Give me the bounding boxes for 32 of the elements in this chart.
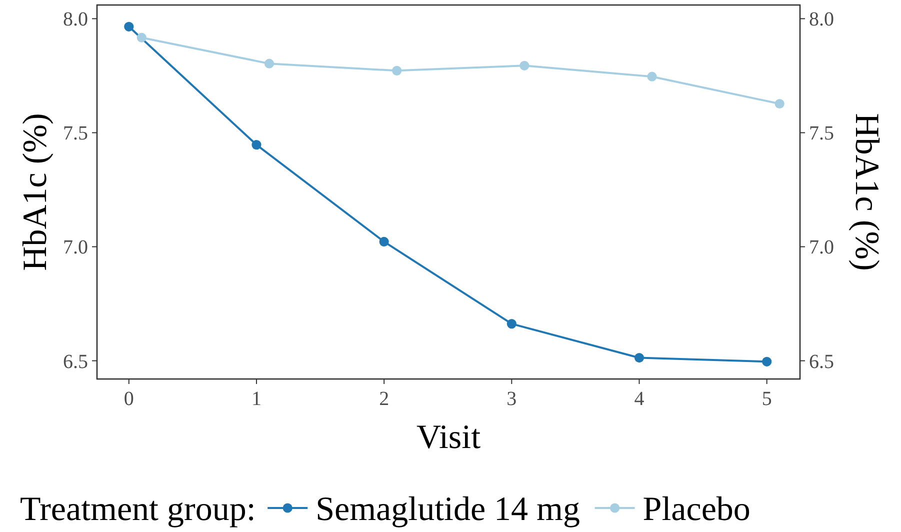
point [634,352,644,363]
point [379,236,389,247]
point [762,356,772,366]
y2-tick-label: 8.0 [809,8,834,31]
y-tick-label: 7.0 [63,236,88,259]
x-tick-label: 4 [634,388,644,410]
y-axis-title: HbA1c (%) [17,113,54,271]
point [647,72,657,82]
point [264,58,274,68]
point [774,98,784,109]
point [520,60,530,70]
y-tick-label: 7.5 [63,122,88,145]
x-axis-title: Visit [416,419,482,456]
y-tick-label: 6.5 [63,350,88,373]
y-tick-label: 8.0 [63,8,88,31]
y2-tick-label: 7.5 [809,122,834,145]
x-tick-label: 0 [124,388,134,410]
x-tick-label: 3 [506,388,517,410]
y2-tick-label: 6.5 [809,350,834,373]
point [124,22,134,32]
y2-axis-title: HbA1c (%) [848,113,885,271]
y2-tick-label: 7.0 [809,236,834,259]
x-tick-label: 2 [379,388,390,410]
legend-title: Treatment group: [20,491,256,528]
legend-label: Placebo [642,491,750,528]
x-tick-label: 1 [251,388,262,410]
point [392,66,402,76]
x-tick-label: 5 [762,388,772,410]
point [506,319,516,329]
point [136,32,146,42]
legend-label: Semaglutide 14 mg [316,491,580,528]
point [252,140,262,150]
